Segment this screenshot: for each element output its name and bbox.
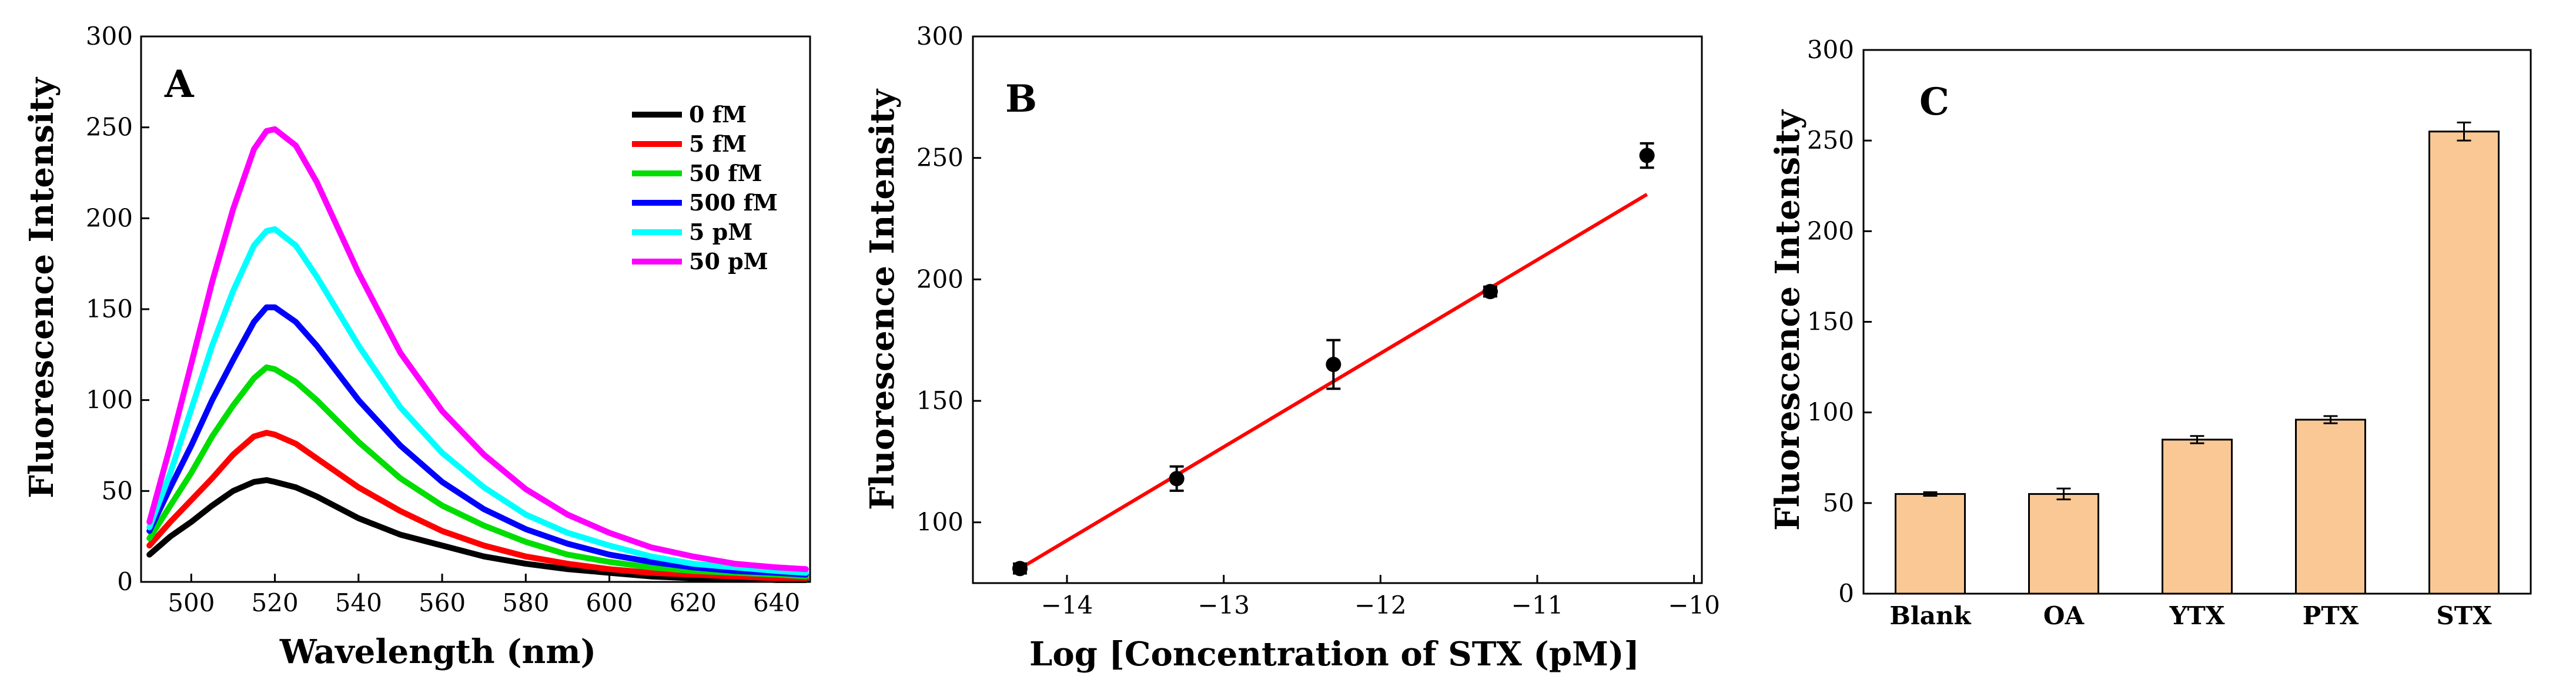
y-tick-label: 250	[916, 143, 964, 172]
series-line-1	[146, 430, 809, 581]
data-point	[1483, 284, 1498, 299]
x-tick-label: 520	[252, 588, 299, 617]
y-tick-label: 300	[916, 22, 964, 51]
category-label: PTX	[2303, 601, 2359, 630]
panel-c-x-labels: Blank OA YTX PTX STX	[1889, 585, 2492, 630]
panel-b-chart: B Log [Concentration of STX (pM)] Fluore…	[863, 22, 1720, 674]
category-label: Blank	[1889, 601, 1971, 630]
panel-a-xlabel: Wavelength (nm)	[279, 632, 596, 671]
y-tick-label: 200	[86, 203, 133, 232]
panel-b-xlabel: Log [Concentration of STX (pM)]	[1029, 635, 1640, 674]
panel-a-chart: A Wavelength (nm) Fluorescence Intensity…	[22, 22, 811, 671]
y-tick-label: 100	[916, 508, 964, 537]
panel-c-bars-group	[1895, 121, 2500, 595]
x-tick-label: 540	[335, 588, 382, 617]
y-tick-label: 150	[916, 386, 964, 415]
legend-label: 5 pM	[689, 219, 752, 245]
series-line-0	[146, 477, 809, 583]
panel-a-letter: A	[164, 62, 195, 106]
bar-ptx	[2295, 419, 2366, 595]
panel-b-plot-frame	[972, 35, 1703, 584]
legend-label: 0 fM	[689, 101, 747, 128]
panel-a-y-ticks: 0 50 100 150 200 250 300	[86, 22, 149, 596]
x-tick-label: 580	[502, 588, 549, 617]
x-tick-label: 620	[670, 588, 717, 617]
panel-b-letter: B	[1005, 77, 1037, 121]
legend-label: 5 fM	[689, 130, 747, 157]
panel-a-legend: 0 fM5 fM 50 fM 500 fM 5 pM 50 pM	[632, 101, 778, 274]
series-line-3	[146, 304, 809, 578]
x-tick-label: −10	[1668, 591, 1720, 620]
series-line-5	[146, 126, 809, 573]
x-tick-label: −11	[1511, 591, 1564, 620]
category-label: STX	[2436, 601, 2492, 630]
panel-c-plot-frame	[1862, 49, 2532, 595]
y-tick-label: 250	[86, 113, 133, 142]
panel-b-ylabel: Fluorescence Intensity	[863, 89, 902, 510]
y-tick-label: 200	[1807, 216, 1854, 245]
y-tick-label: 50	[102, 476, 133, 505]
series-line-4	[146, 226, 809, 576]
y-tick-label: 100	[1807, 398, 1854, 427]
x-tick-label: −13	[1197, 591, 1250, 620]
x-tick-label: −12	[1354, 591, 1407, 620]
category-label: OA	[2043, 601, 2085, 630]
x-tick-label: 600	[586, 588, 633, 617]
bar-oa	[2028, 493, 2099, 595]
data-point	[1639, 148, 1655, 163]
y-tick-label: 250	[1807, 126, 1854, 155]
y-tick-label: 200	[916, 265, 964, 293]
panel-b-y-ticks: 100 150 200 250 300	[916, 22, 981, 537]
y-tick-label: 0	[117, 567, 133, 596]
x-tick-label: 640	[753, 588, 800, 617]
panel-a-plot-frame	[140, 35, 811, 583]
panel-c-chart: C Fluorescence Intensity Blank OA YTX PTX ST…	[1768, 35, 2532, 630]
y-tick-label: 50	[1823, 488, 1854, 517]
data-point	[1012, 561, 1028, 577]
legend-label: 50 fM	[689, 160, 762, 186]
y-tick-label: 150	[1807, 307, 1854, 336]
y-tick-label: 300	[86, 22, 133, 51]
panel-a-ylabel: Fluorescence Intensity	[22, 77, 61, 498]
x-tick-label: 560	[419, 588, 466, 617]
panel-c-ylabel: Fluorescence Intensity	[1768, 109, 1807, 531]
panel-a-x-ticks: 500 520 540 560 580 600 620 640	[168, 574, 800, 617]
panel-b-x-ticks: −14 −13 −12 −11 −10	[1041, 575, 1720, 620]
panel-b-points-group	[1012, 142, 1655, 577]
y-tick-label: 300	[1807, 35, 1854, 64]
legend-label: 500 fM	[689, 189, 778, 216]
x-tick-label: 500	[168, 588, 215, 617]
x-tick-label: −14	[1041, 591, 1093, 620]
series-line-2	[146, 364, 809, 580]
panel-c-letter: C	[1919, 80, 1949, 124]
category-label: YTX	[2169, 601, 2225, 630]
y-tick-label: 150	[86, 294, 133, 323]
data-point	[1169, 471, 1185, 487]
bar-ytx	[2162, 438, 2233, 595]
bar-stx	[2428, 130, 2500, 595]
panel-c-y-ticks: 0 50 100 150 200 250 300	[1807, 35, 1872, 608]
legend-label: 50 pM	[689, 248, 768, 274]
y-tick-label: 0	[1838, 579, 1854, 608]
data-point	[1326, 357, 1341, 372]
bar-blank	[1895, 493, 1966, 595]
y-tick-label: 100	[86, 386, 133, 414]
panel-a-series-group	[146, 126, 809, 583]
